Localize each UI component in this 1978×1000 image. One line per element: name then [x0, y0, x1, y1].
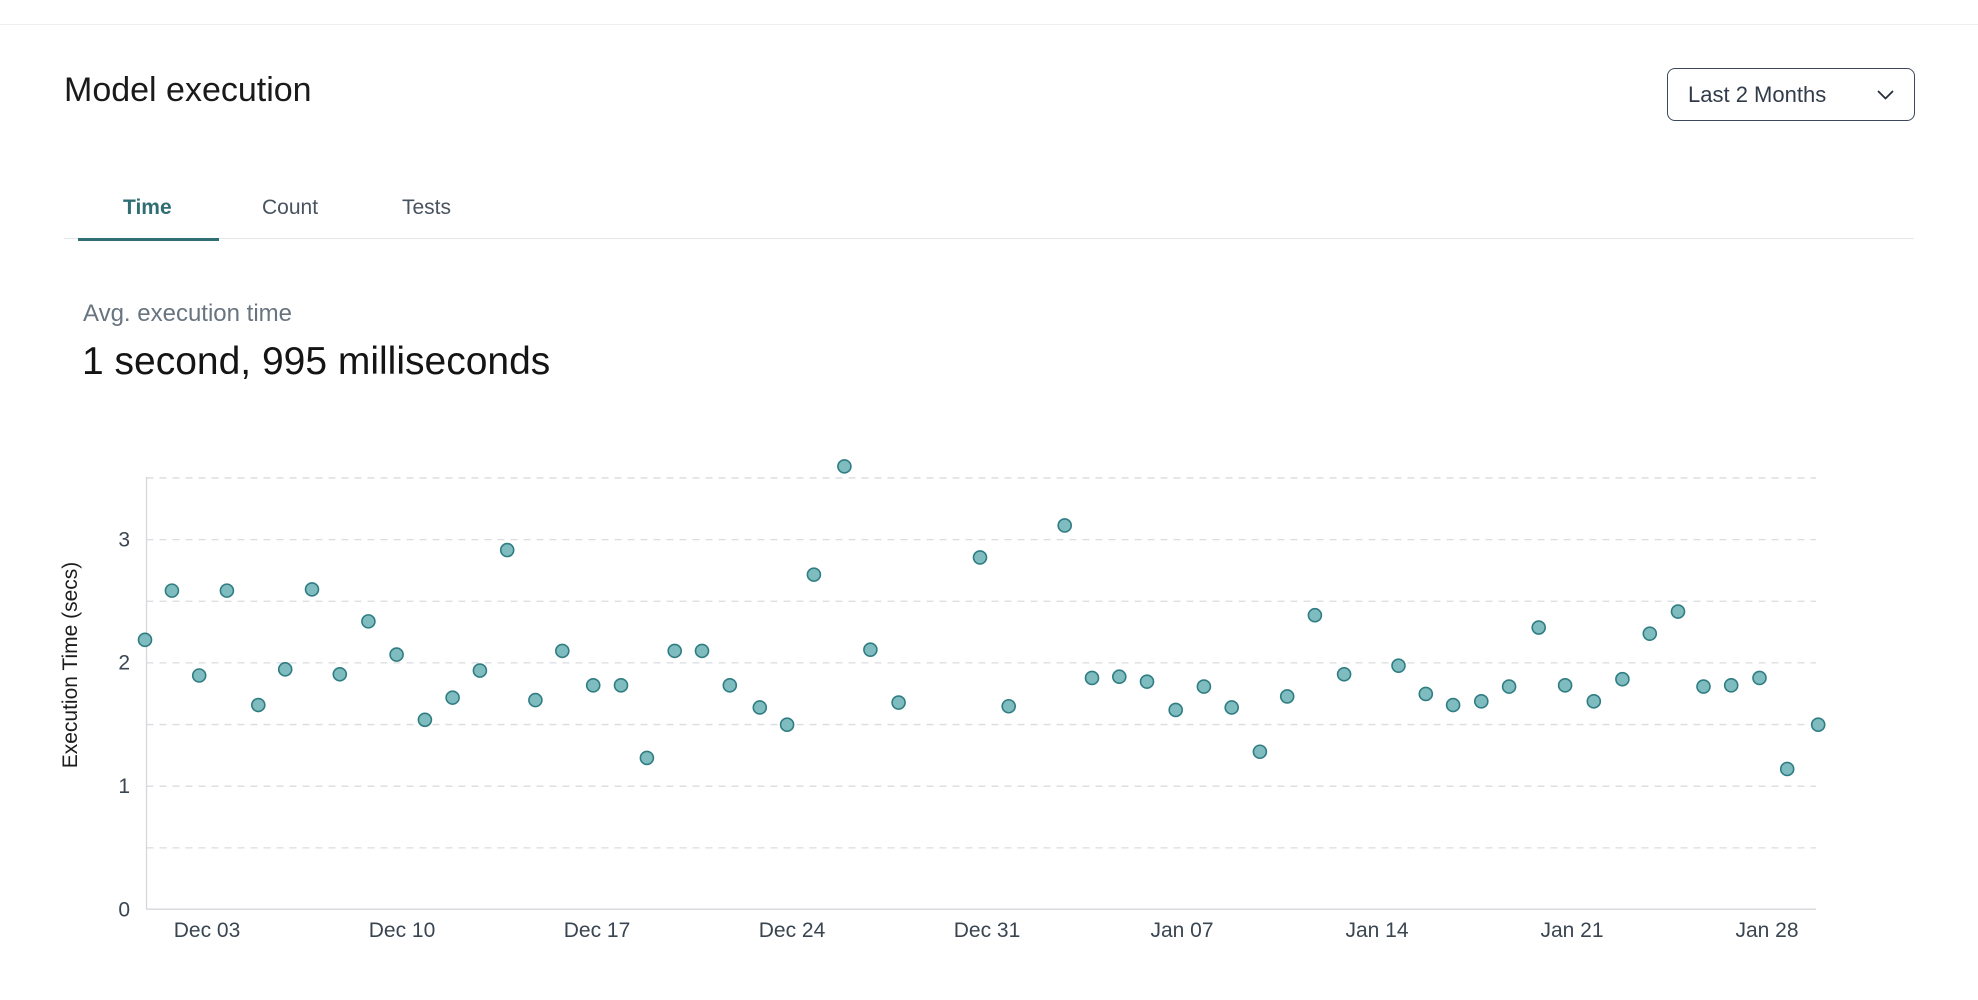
- svg-text:Jan 14: Jan 14: [1345, 919, 1408, 942]
- svg-text:Dec 24: Dec 24: [759, 919, 826, 942]
- svg-text:Dec 17: Dec 17: [564, 919, 631, 942]
- svg-text:3: 3: [118, 529, 130, 552]
- svg-text:Execution Time (secs): Execution Time (secs): [59, 562, 82, 769]
- svg-text:0: 0: [118, 899, 130, 922]
- svg-text:Jan 28: Jan 28: [1735, 919, 1798, 942]
- svg-text:Jan 21: Jan 21: [1540, 919, 1603, 942]
- svg-text:Dec 10: Dec 10: [369, 919, 436, 942]
- svg-text:Dec 31: Dec 31: [954, 919, 1021, 942]
- svg-text:1: 1: [118, 775, 130, 798]
- svg-text:Dec 03: Dec 03: [174, 919, 241, 942]
- svg-text:2: 2: [118, 652, 130, 675]
- svg-text:Jan 07: Jan 07: [1150, 919, 1213, 942]
